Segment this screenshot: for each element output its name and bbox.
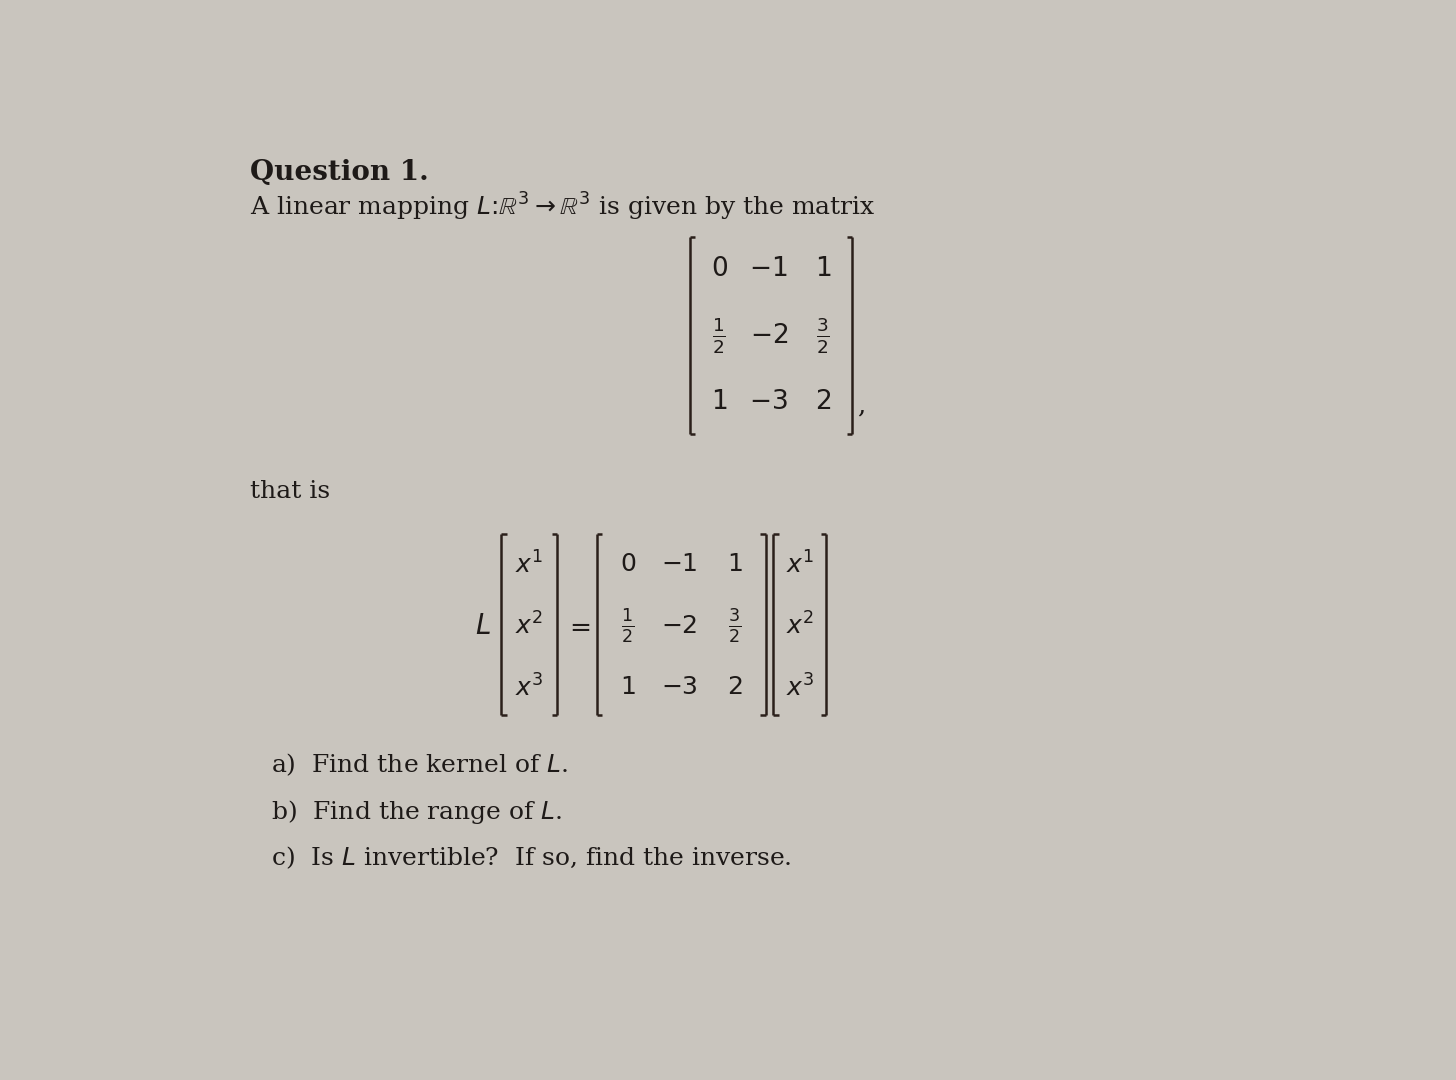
- Text: $\frac{1}{2}$: $\frac{1}{2}$: [622, 607, 635, 645]
- Text: A linear mapping $L\colon \mathbb{R}^3 \to \mathbb{R}^3$ is given by the matrix: A linear mapping $L\colon \mathbb{R}^3 \…: [250, 191, 875, 224]
- Text: Question 1.: Question 1.: [250, 159, 430, 186]
- Text: that is: that is: [250, 480, 331, 503]
- Text: $0$: $0$: [619, 553, 636, 576]
- Text: $x^2$: $x^2$: [786, 612, 814, 639]
- Text: $=$: $=$: [563, 613, 591, 638]
- Text: $L$: $L$: [475, 612, 491, 639]
- Text: $2$: $2$: [815, 389, 831, 414]
- Text: $-3$: $-3$: [661, 676, 697, 700]
- Text: $x^2$: $x^2$: [515, 612, 543, 639]
- Text: $-1$: $-1$: [661, 553, 697, 576]
- Text: $-1$: $-1$: [750, 256, 788, 281]
- Text: c)  Is $L$ invertible?  If so, find the inverse.: c) Is $L$ invertible? If so, find the in…: [271, 845, 792, 870]
- Text: $1$: $1$: [620, 676, 635, 700]
- Text: $\frac{1}{2}$: $\frac{1}{2}$: [712, 315, 727, 356]
- Text: $-3$: $-3$: [750, 389, 788, 414]
- Text: b)  Find the range of $L$.: b) Find the range of $L$.: [271, 798, 562, 826]
- Text: $-2$: $-2$: [750, 324, 788, 349]
- Text: $2$: $2$: [727, 676, 743, 700]
- Text: $x^1$: $x^1$: [515, 551, 543, 578]
- Text: $\frac{3}{2}$: $\frac{3}{2}$: [815, 315, 830, 356]
- Text: $x^3$: $x^3$: [785, 674, 814, 701]
- Text: a)  Find the kernel of $L$.: a) Find the kernel of $L$.: [271, 752, 568, 779]
- Text: $x^1$: $x^1$: [786, 551, 814, 578]
- Text: $1$: $1$: [815, 256, 831, 281]
- Text: $1$: $1$: [711, 389, 727, 414]
- Text: $x^3$: $x^3$: [515, 674, 543, 701]
- Text: $-2$: $-2$: [661, 615, 697, 638]
- Text: $0$: $0$: [711, 256, 728, 281]
- Text: ,: ,: [858, 393, 865, 418]
- Text: $\frac{3}{2}$: $\frac{3}{2}$: [728, 607, 741, 645]
- Text: $1$: $1$: [727, 553, 743, 576]
